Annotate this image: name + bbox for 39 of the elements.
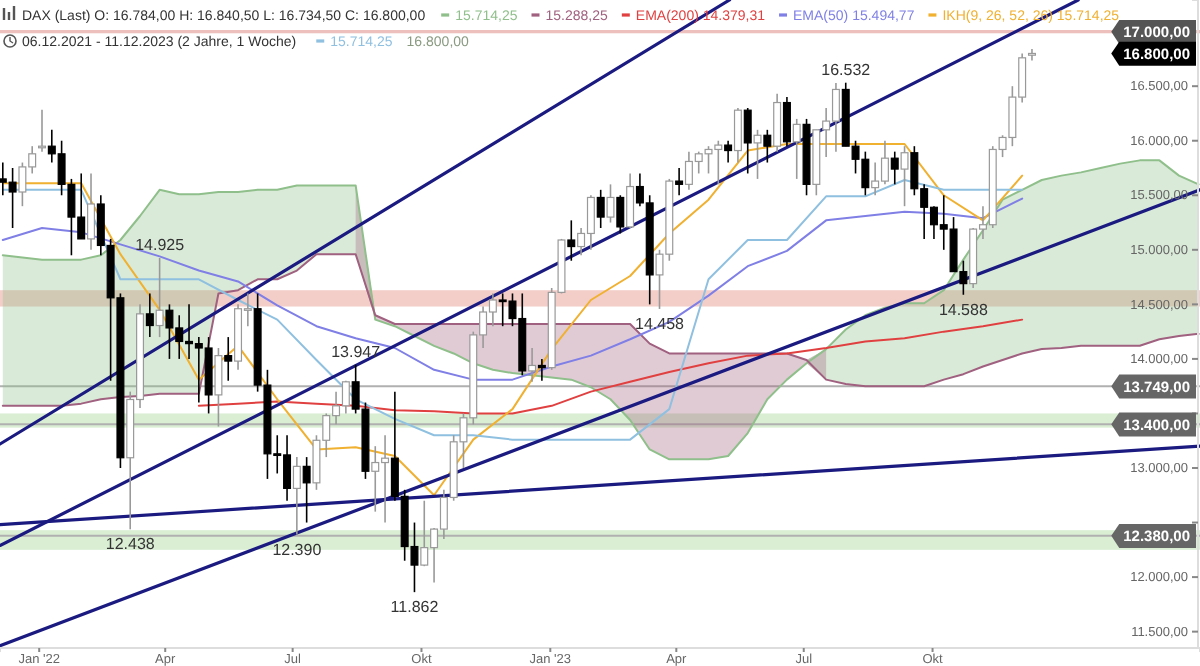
candlestick bbox=[224, 336, 233, 382]
candlestick bbox=[155, 257, 164, 338]
candlestick bbox=[214, 347, 223, 428]
line-series bbox=[1, 179, 1024, 441]
candlestick bbox=[626, 172, 635, 229]
candlestick bbox=[900, 145, 909, 207]
candlestick bbox=[567, 219, 576, 262]
candlestick bbox=[87, 172, 96, 251]
candlestick bbox=[753, 129, 762, 180]
candlestick bbox=[675, 167, 684, 197]
candlestick bbox=[890, 150, 899, 186]
candlestick bbox=[782, 96, 791, 147]
annotation: 12.390 bbox=[272, 540, 323, 559]
candlestick bbox=[1027, 48, 1036, 62]
line-series bbox=[1, 253, 1200, 407]
candlestick bbox=[8, 167, 17, 229]
annotation: 11.862 bbox=[390, 598, 440, 617]
candlestick bbox=[792, 118, 801, 180]
candlestick bbox=[743, 107, 752, 175]
annotation: 13.947 bbox=[331, 342, 382, 361]
candlestick bbox=[606, 183, 615, 224]
candlestick bbox=[763, 129, 772, 164]
annotation: 16.532 bbox=[821, 60, 872, 79]
line-series bbox=[197, 318, 1024, 415]
annotation: 12.438 bbox=[105, 535, 156, 554]
candlestick bbox=[733, 107, 742, 164]
candlestick bbox=[292, 456, 301, 536]
candlestick bbox=[145, 292, 154, 338]
candlestick bbox=[302, 456, 311, 524]
annotation: 14.925 bbox=[135, 236, 186, 254]
annotation: 14.588 bbox=[938, 300, 989, 319]
candlestick bbox=[724, 139, 733, 164]
line-series bbox=[1, 159, 1200, 461]
candlestick bbox=[596, 189, 605, 229]
candlestick bbox=[537, 358, 546, 382]
candlestick bbox=[528, 347, 537, 383]
candlestick bbox=[773, 93, 782, 153]
line-series bbox=[1, 197, 1024, 381]
candlestick bbox=[616, 194, 625, 235]
